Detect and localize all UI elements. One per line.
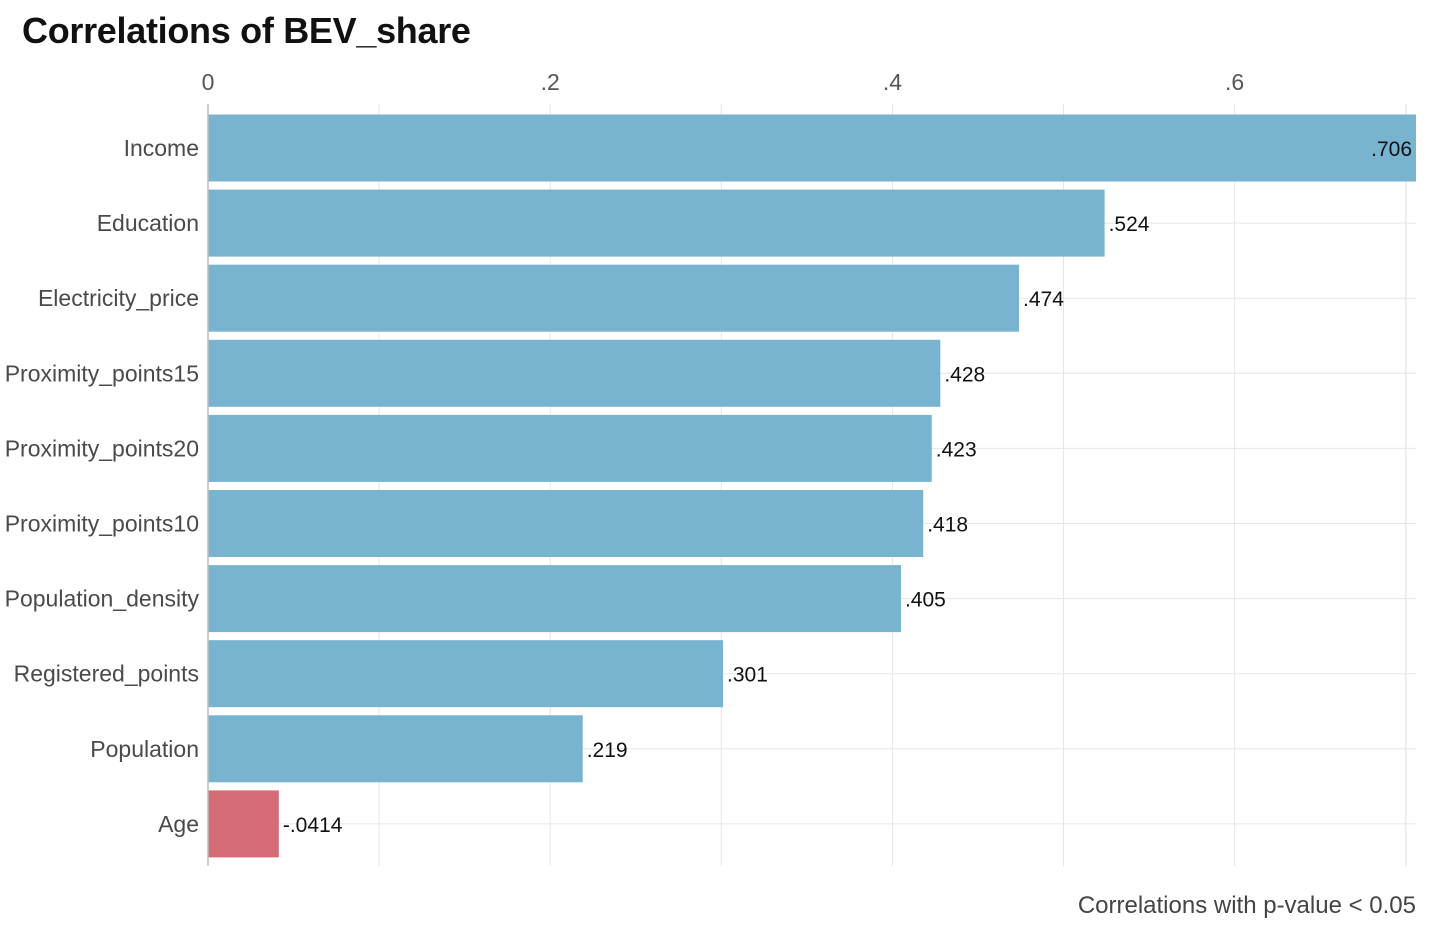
category-labels: Income Education Electricity_price Proximit…: [5, 135, 200, 837]
chart-caption: Correlations with p-value < 0.05: [1077, 892, 1416, 919]
category-label: Electricity_price: [38, 285, 199, 311]
bar: [208, 339, 941, 407]
bar: [208, 414, 932, 482]
x-tick-label: .4: [883, 69, 902, 95]
value-labels: .706 .524 .474 .428 .423 .418 .405 .301 .219 -.04…: [283, 138, 1412, 837]
bar: [208, 114, 1416, 182]
x-tick-label: .2: [541, 69, 560, 95]
value-label: .418: [927, 514, 968, 537]
value-label: .474: [1023, 288, 1064, 311]
category-label: Proximity_points15: [5, 360, 199, 386]
value-label: .706: [1371, 138, 1412, 161]
category-label: Income: [124, 135, 199, 161]
bar: [208, 189, 1105, 257]
value-label: -.0414: [283, 814, 343, 837]
bar: [208, 565, 901, 633]
category-label: Proximity_points20: [5, 435, 199, 461]
value-label: .301: [727, 664, 768, 687]
category-label: Proximity_points10: [5, 511, 199, 537]
category-label: Age: [158, 811, 199, 837]
x-tick-label: 0: [202, 69, 215, 95]
chart-title: Correlations of BEV_share: [22, 10, 471, 51]
bar: [208, 715, 583, 783]
bar: [208, 640, 724, 708]
value-label: .405: [905, 589, 946, 612]
value-label: .219: [587, 739, 628, 762]
bar: [208, 790, 279, 858]
x-axis-ticks: 0 .2 .4 .6: [202, 69, 1245, 95]
bars: [208, 114, 1416, 858]
category-label: Population: [90, 736, 199, 762]
category-label: Registered_points: [14, 661, 199, 687]
value-label: .428: [944, 363, 985, 386]
value-label: .423: [936, 438, 977, 461]
value-label: .524: [1109, 213, 1150, 236]
category-label: Population_density: [5, 586, 200, 612]
category-label: Education: [97, 210, 199, 236]
x-tick-label: .6: [1225, 69, 1244, 95]
bar: [208, 490, 924, 557]
bar: [208, 264, 1020, 332]
